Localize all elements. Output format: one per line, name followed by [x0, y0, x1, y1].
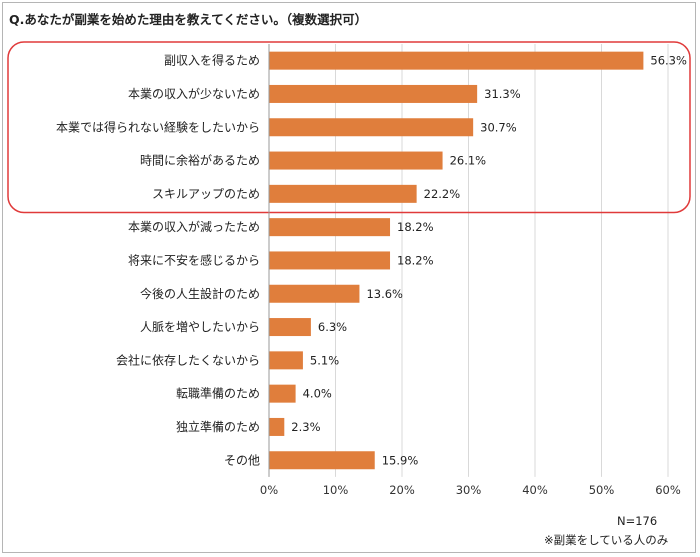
category-label: 今後の人生設計のため [140, 286, 260, 301]
x-tick-label: 30% [456, 483, 482, 497]
x-tick-label: 20% [389, 483, 415, 497]
bar [269, 251, 391, 270]
sample-size-note: N=176 [617, 514, 658, 528]
bar [269, 284, 360, 303]
bar [269, 451, 375, 470]
category-label: 本業の収入が減ったため [128, 219, 260, 234]
value-label: 31.3% [484, 87, 521, 101]
value-label: 30.7% [480, 120, 517, 134]
value-label: 22.2% [424, 187, 461, 201]
highlight-box [7, 41, 691, 214]
bar [269, 351, 303, 370]
bar [269, 318, 311, 337]
category-label: スキルアップのため [152, 187, 260, 201]
category-label: 本業の収入が少ないため [128, 86, 260, 101]
value-label: 2.3% [291, 420, 320, 434]
category-label: その他 [224, 453, 260, 467]
category-label: 人脈を増やしたいから [140, 320, 260, 334]
bar [269, 384, 296, 403]
x-tick-label: 10% [323, 483, 349, 497]
value-label: 6.3% [318, 320, 347, 334]
category-label: 副収入を得るため [164, 53, 260, 68]
x-tick-label: 40% [522, 483, 548, 497]
bar [269, 84, 478, 103]
x-tick-label: 0% [260, 483, 278, 497]
respondent-scope-note: ※副業をしている人のみ [544, 533, 669, 547]
value-label: 15.9% [382, 453, 419, 467]
value-label: 4.0% [303, 387, 332, 401]
bar [269, 118, 474, 137]
bar [269, 417, 285, 436]
bar [269, 151, 443, 170]
category-label: 会社に依存したくないから [116, 352, 260, 367]
bar [269, 184, 417, 203]
value-label: 56.3% [650, 54, 687, 68]
category-label: 独立準備のため [176, 419, 260, 434]
category-label: 本業では得られない経験をしたいから [56, 119, 260, 134]
bar [269, 51, 644, 70]
bar [269, 218, 391, 237]
x-tick-label: 50% [589, 483, 615, 497]
x-tick-label: 60% [655, 483, 681, 497]
category-label: 転職準備のため [176, 386, 260, 401]
value-label: 26.1% [450, 154, 487, 168]
value-label: 13.6% [366, 287, 403, 301]
chart-title: Q.あなたが副業を始めた理由を教えてください。（複数選択可） [9, 12, 368, 27]
category-label: 時間に余裕があるため [140, 153, 260, 168]
value-label: 5.1% [310, 353, 339, 367]
value-label: 18.2% [397, 253, 434, 267]
value-label: 18.2% [397, 220, 434, 234]
category-label: 将来に不安を感じるから [128, 252, 260, 267]
